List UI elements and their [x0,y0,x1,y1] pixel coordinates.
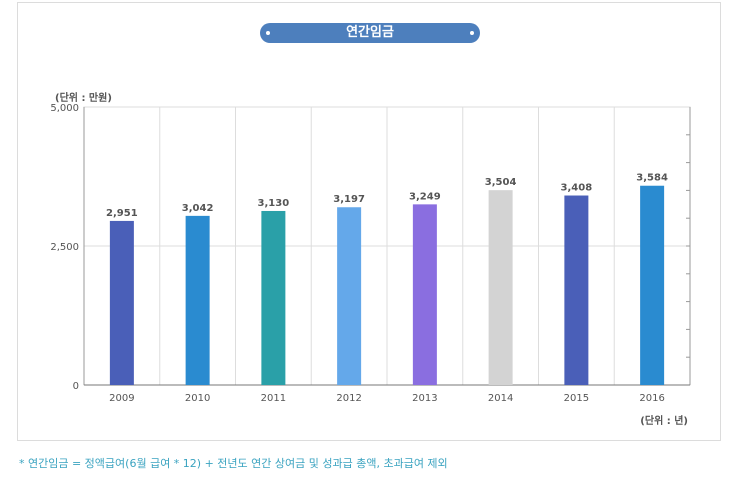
y-tick-label: 5,000 [50,103,79,114]
y-axis-unit-label: (단위 : 만원) [55,91,112,104]
x-tick-label: 2010 [185,393,210,404]
dot-icon [470,31,474,35]
x-tick-label: 2016 [639,393,664,404]
bar-2016 [640,185,665,385]
data-label: 3,130 [258,198,290,209]
y-tick-label: 0 [73,381,79,392]
x-tick-label: 2011 [261,393,286,404]
dot-icon [266,31,270,35]
chart-title-badge: 연간임금 [260,23,480,43]
data-label: 3,584 [636,173,668,184]
x-axis-unit-label: (단위 : 년) [640,414,688,427]
x-tick-label: 2014 [488,393,513,404]
x-tick-label: 2013 [412,393,437,404]
data-label: 3,408 [561,183,593,194]
data-label: 3,042 [182,203,214,214]
bar-2013 [412,204,437,385]
bar-chart: (단위 : 만원) (단위 : 년) 0 2,500 5,000 2,951 2009 3… [50,91,691,427]
chart-panel [17,2,721,441]
data-label: 3,504 [485,177,517,188]
y-tick-label: 2,500 [50,242,79,253]
chart-title: 연간임금 [346,25,394,40]
data-label: 3,197 [333,194,365,205]
bar-2011 [261,210,286,385]
x-tick-label: 2015 [564,393,589,404]
footnote: * 연간임금 = 정액급여(6월 급여 * 12) + 전년도 연간 상여금 및… [19,457,448,470]
data-label: 3,249 [409,191,441,202]
x-tick-label: 2009 [109,393,134,404]
bar-2009 [109,220,134,385]
data-label: 2,951 [106,208,138,219]
x-tick-label: 2012 [336,393,361,404]
bar-2014 [488,190,513,385]
bar-2012 [337,207,362,385]
bar-2015 [564,195,589,385]
bar-2010 [185,215,210,385]
